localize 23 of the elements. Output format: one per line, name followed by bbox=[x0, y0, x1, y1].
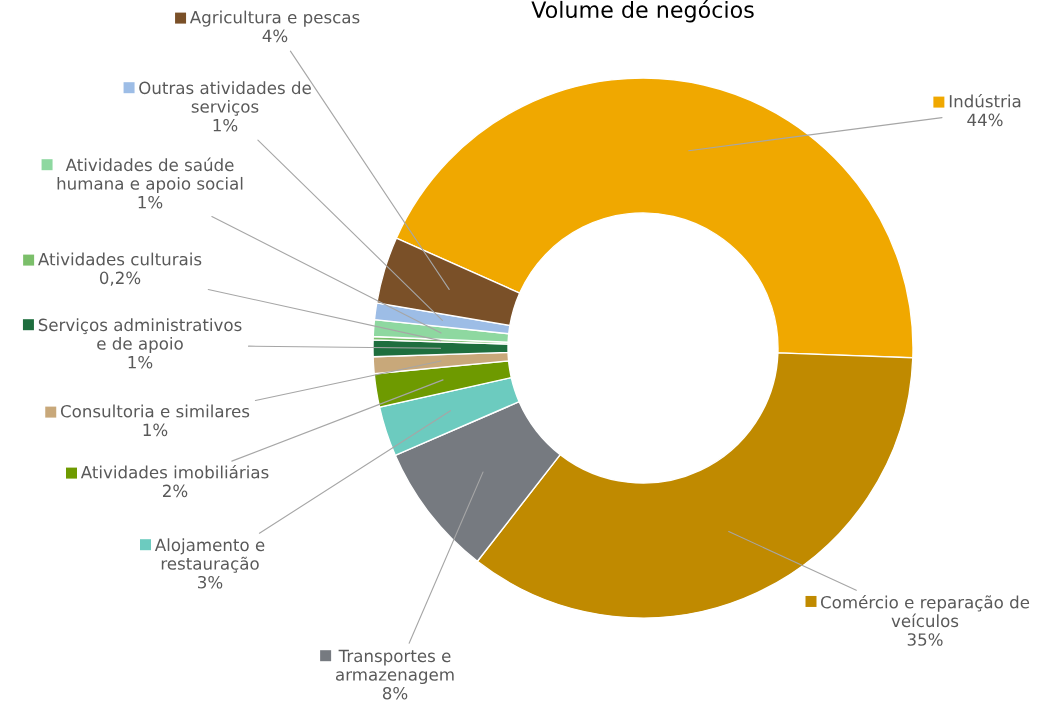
legend-label: Outras atividades de serviços bbox=[139, 81, 311, 116]
legend-label: Atividades imobiliárias bbox=[80, 464, 269, 479]
data-label: 8% bbox=[382, 686, 408, 700]
legend-label: Atividades culturais bbox=[38, 252, 202, 266]
legend-label: Alojamento e restauração bbox=[154, 538, 265, 573]
data-label: 1% bbox=[138, 195, 163, 209]
data-label: 3% bbox=[198, 575, 223, 589]
legend-label: Transportes e armazenagem bbox=[335, 649, 454, 685]
data-label: 44% bbox=[967, 113, 1003, 127]
data-label: 35% bbox=[907, 633, 943, 646]
legend-label: Atividades de saúde humana e apoio social bbox=[57, 157, 243, 194]
chart-title: Volume de negócios bbox=[531, 0, 754, 23]
data-label: 1% bbox=[143, 423, 168, 437]
data-label: 4% bbox=[262, 29, 288, 43]
legend-label: Agricultura e pescas bbox=[189, 10, 360, 27]
legend-label: Comércio e reparação de veículos bbox=[820, 594, 1030, 628]
data-label: 0,2% bbox=[99, 271, 141, 286]
legend-label: Serviços administrativos e de apoio bbox=[38, 318, 242, 354]
data-label: 2% bbox=[163, 484, 188, 498]
data-label: 1% bbox=[213, 118, 238, 132]
data-label: 1% bbox=[128, 355, 153, 369]
legend-label: Indústria bbox=[949, 93, 1021, 108]
legend-label: Consultoria e similares bbox=[60, 404, 250, 418]
